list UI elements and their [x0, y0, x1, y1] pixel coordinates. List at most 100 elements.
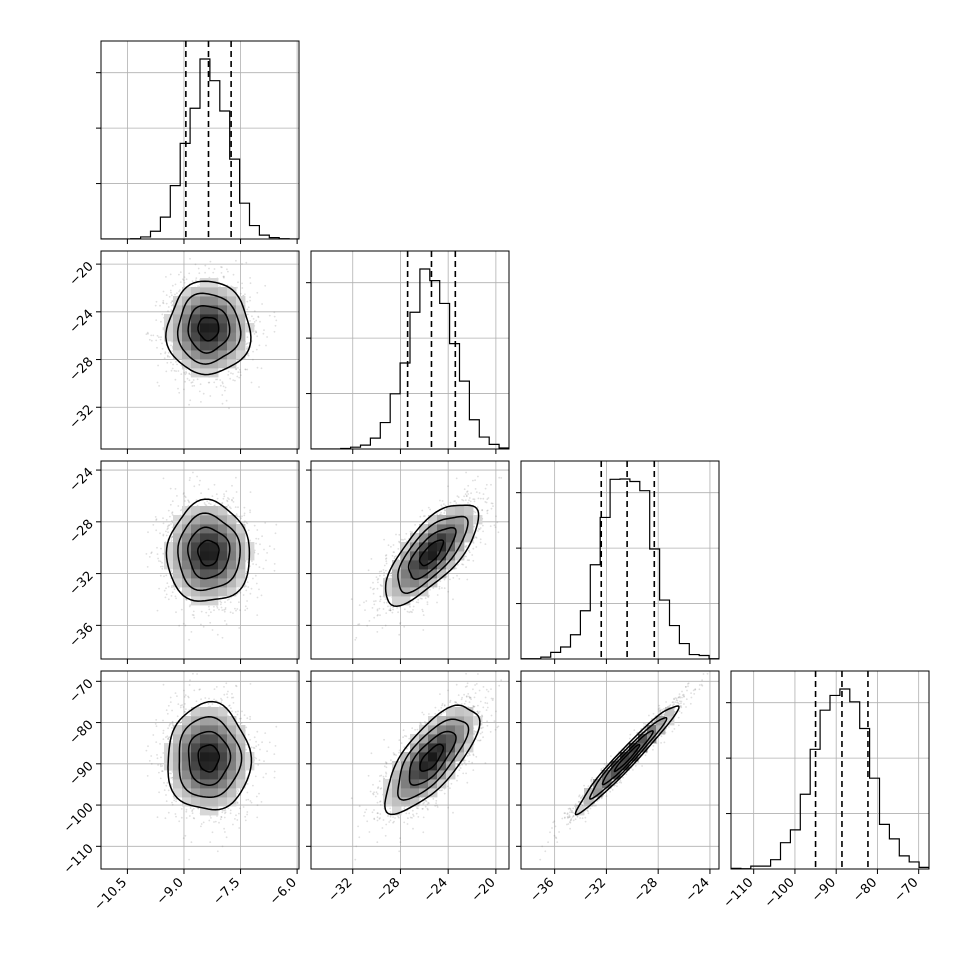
sample-point	[411, 531, 414, 534]
density-cell	[236, 524, 246, 534]
sample-point	[152, 334, 155, 337]
density-cell	[209, 287, 219, 297]
axes-frame	[100, 460, 300, 660]
sample-point	[265, 559, 267, 562]
density-cell	[200, 569, 210, 579]
density-cell	[182, 305, 192, 315]
sample-point	[154, 516, 157, 518]
sample-point	[386, 601, 388, 604]
sample-point	[268, 545, 271, 548]
sample-point	[178, 624, 181, 627]
sample-point	[155, 300, 158, 303]
density-cell	[209, 533, 219, 543]
sample-point	[224, 607, 227, 609]
sample-point	[456, 563, 459, 566]
density-cell	[182, 332, 192, 342]
density-cell	[191, 287, 201, 297]
sample-point	[225, 490, 228, 493]
sample-point	[158, 385, 161, 387]
sample-point	[243, 506, 246, 509]
density-cell	[173, 533, 183, 543]
sample-point	[171, 512, 174, 514]
density-cell	[191, 515, 201, 525]
sample-point	[170, 301, 173, 304]
sample-point	[264, 284, 267, 287]
sample-point	[422, 629, 425, 631]
sample-point	[160, 336, 162, 338]
sample-point	[213, 483, 216, 486]
sample-point	[199, 479, 201, 482]
sample-point	[179, 509, 182, 512]
sample-point	[422, 515, 425, 518]
sample-point	[226, 268, 228, 271]
sample-point	[241, 263, 243, 265]
sample-point	[358, 623, 361, 626]
sample-point	[175, 611, 177, 614]
sample-point	[231, 499, 234, 502]
sample-point	[171, 350, 174, 353]
sample-point	[232, 612, 234, 614]
density-cell	[173, 314, 183, 324]
sample-point	[219, 384, 222, 387]
sample-point	[241, 282, 244, 285]
sample-point	[171, 511, 174, 514]
sample-point	[163, 357, 166, 360]
sample-point	[257, 553, 260, 555]
sample-point	[467, 502, 469, 504]
sample-point	[215, 493, 218, 496]
sample-point	[183, 279, 185, 282]
density-cell	[218, 587, 228, 597]
sample-point	[159, 352, 162, 355]
sample-point	[150, 552, 153, 555]
histogram-1	[311, 268, 509, 449]
sample-point	[188, 272, 191, 275]
sample-point	[266, 552, 268, 554]
sample-point	[169, 487, 172, 490]
sample-point	[162, 477, 165, 480]
sample-point	[238, 627, 241, 629]
sample-point	[232, 379, 235, 381]
sample-point	[245, 585, 247, 588]
sample-point	[262, 332, 265, 335]
density-cell	[227, 578, 237, 588]
sample-point	[160, 547, 162, 550]
sample-point	[162, 299, 165, 302]
sample-point	[258, 386, 260, 388]
sample-point	[255, 563, 258, 566]
sample-point	[189, 477, 191, 479]
sample-point	[198, 483, 201, 486]
sample-point	[180, 608, 183, 611]
sample-point	[258, 566, 261, 568]
sample-point	[223, 609, 226, 611]
density-cell	[236, 533, 246, 543]
sample-point	[239, 591, 242, 594]
sample-point	[165, 519, 168, 521]
density-cell	[182, 569, 192, 579]
density-cell	[191, 542, 201, 552]
sample-point	[161, 567, 164, 570]
density-cell	[191, 506, 201, 516]
sample-point	[209, 260, 212, 263]
sample-point	[234, 379, 236, 382]
sample-point	[170, 539, 173, 542]
sample-point	[400, 538, 403, 541]
density-cell	[182, 341, 192, 351]
sample-point	[177, 370, 180, 372]
sample-point	[218, 608, 220, 611]
density-cell	[173, 578, 183, 588]
density-cell	[200, 533, 210, 543]
sample-point	[213, 268, 216, 270]
sample-point	[148, 338, 151, 341]
sample-point	[221, 266, 223, 269]
sample-point	[177, 505, 180, 507]
sample-point	[224, 608, 227, 611]
sample-point	[441, 500, 444, 502]
sample-point	[185, 278, 188, 281]
density-cell	[191, 587, 201, 597]
sample-point	[170, 309, 173, 311]
sample-point	[187, 499, 190, 502]
sample-point	[252, 318, 255, 320]
sample-point	[478, 492, 481, 494]
sample-point	[222, 275, 225, 278]
sample-point	[165, 534, 168, 537]
